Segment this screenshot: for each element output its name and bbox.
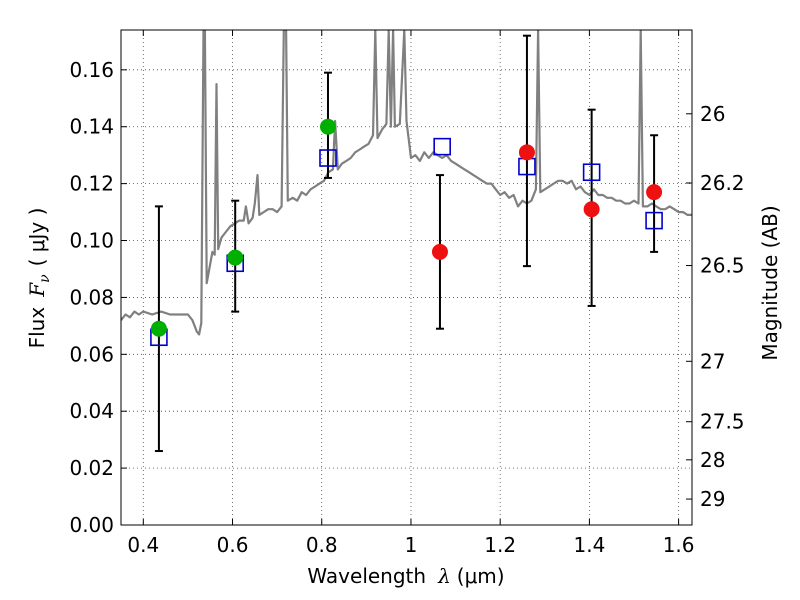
y-tick-label: 0.12 <box>69 172 114 196</box>
y-axis-label-main: Flux <box>25 307 49 349</box>
y2-tick-label: 27 <box>700 349 725 373</box>
x-axis-label-unit: (μm) <box>457 564 505 588</box>
model-square-marker <box>433 137 451 156</box>
y-axis-label-subscript: ν <box>37 274 53 283</box>
x-tick-label: 0.4 <box>127 533 159 557</box>
measured-point-red <box>583 201 600 218</box>
x-tick-label: 1 <box>405 533 418 557</box>
y-tick-label: 0.06 <box>69 342 114 366</box>
measured-point-red <box>646 184 663 201</box>
measured-point-green <box>319 118 336 135</box>
measured-point-red <box>431 243 448 260</box>
y-tick-label: 0.00 <box>69 513 114 537</box>
y2-tick-label: 26.5 <box>700 254 745 278</box>
y-axis-ticks: 0.00 0.02 0.04 0.06 0.08 0.10 0.12 0.14 0.16 <box>69 58 127 537</box>
y2-tick-label: 27.5 <box>700 410 745 434</box>
y-axis-label-unit: ( μJy ) <box>25 208 49 267</box>
measured-point-green <box>227 249 244 266</box>
model-square-marker <box>582 163 601 182</box>
x-tick-label: 0.6 <box>217 533 249 557</box>
y2-tick-label: 26.2 <box>700 171 745 195</box>
y-tick-label: 0.02 <box>69 456 114 480</box>
x-axis-label-symbol: λ <box>437 564 451 588</box>
x-tick-label: 0.8 <box>306 533 338 557</box>
y-tick-label: 0.10 <box>69 229 114 253</box>
model-photometry-squares <box>150 137 663 347</box>
y-tick-label: 0.14 <box>69 115 114 139</box>
y-tick-label: 0.08 <box>69 285 114 309</box>
x-axis-label: Wavelength λ (μm) <box>307 564 504 588</box>
measured-photometry-points <box>150 118 663 337</box>
y2-axis-ticks: 26 26.2 26.5 27 27.5 28 29 <box>686 102 745 511</box>
x-tick-label: 1.2 <box>484 533 516 557</box>
y2-tick-label: 28 <box>700 448 725 472</box>
grid-lines <box>121 30 692 526</box>
model-square-marker <box>319 149 337 167</box>
plot-frame <box>120 29 693 526</box>
x-tick-label: 1.6 <box>663 533 695 557</box>
measured-point-red <box>518 144 535 161</box>
model-spectrum-line <box>121 30 692 336</box>
y2-tick-label: 26 <box>700 102 725 126</box>
x-tick-label: 1.4 <box>573 533 605 557</box>
model-square-marker <box>645 211 663 230</box>
y-tick-label: 0.16 <box>69 58 114 82</box>
y2-tick-label: 29 <box>700 487 725 511</box>
measured-point-green <box>150 320 167 337</box>
x-axis-label-main: Wavelength <box>307 564 426 588</box>
y-axis-label: Flux Fν ( μJy ) <box>25 208 53 349</box>
y-tick-label: 0.04 <box>69 399 114 423</box>
y2-axis-label: Magnitude (AB) <box>758 205 782 360</box>
y-axis-label-symbol: F <box>25 282 49 298</box>
x-axis-ticks: 0.4 0.6 0.8 1 1.2 1.4 1.6 <box>127 30 695 557</box>
